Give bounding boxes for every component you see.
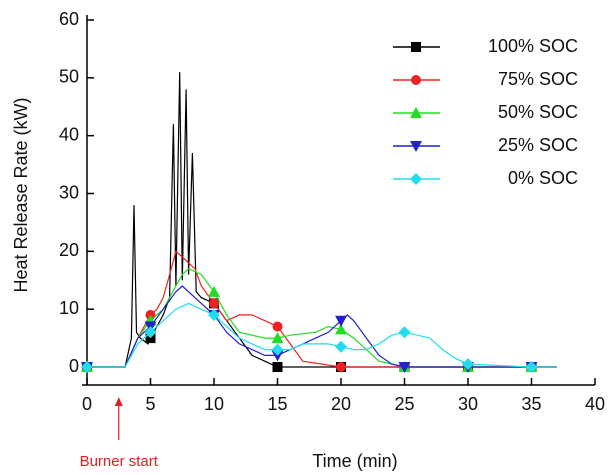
y-tick-label: 30 bbox=[59, 182, 79, 202]
x-tick-label: 15 bbox=[267, 394, 287, 414]
marker bbox=[462, 358, 474, 371]
series-line bbox=[87, 302, 557, 368]
x-tick-label: 25 bbox=[394, 394, 414, 414]
marker bbox=[335, 315, 347, 327]
marker bbox=[271, 350, 284, 362]
marker bbox=[272, 362, 283, 372]
marker bbox=[410, 107, 422, 118]
x-tick-label: 5 bbox=[145, 394, 155, 414]
legend-label: 75% SOC bbox=[498, 69, 578, 89]
marker bbox=[525, 361, 538, 373]
x-tick-label: 20 bbox=[331, 394, 351, 414]
marker bbox=[411, 42, 421, 52]
legend-label: 0% SOC bbox=[508, 168, 578, 188]
x-axis-title: Time (min) bbox=[312, 451, 397, 471]
y-axis-title: Heat Release Rate (kW) bbox=[11, 97, 31, 292]
marker bbox=[208, 308, 220, 321]
annotation-text: Burner start bbox=[80, 453, 159, 470]
series-line bbox=[87, 72, 557, 368]
marker bbox=[208, 285, 220, 297]
marker bbox=[398, 362, 411, 373]
marker bbox=[335, 340, 347, 353]
y-tick-label: 60 bbox=[59, 9, 79, 29]
x-tick-label: 35 bbox=[521, 394, 541, 414]
marker bbox=[272, 321, 283, 332]
x-tick-label: 0 bbox=[82, 394, 92, 414]
marker bbox=[398, 326, 411, 339]
marker bbox=[410, 173, 422, 185]
y-tick-label: 20 bbox=[59, 240, 79, 260]
legend-label: 100% SOC bbox=[488, 36, 578, 56]
series-line bbox=[87, 250, 557, 368]
marker bbox=[410, 141, 422, 152]
y-tick-label: 50 bbox=[59, 67, 79, 87]
legend-label: 50% SOC bbox=[498, 102, 578, 122]
legend-label: 25% SOC bbox=[498, 135, 578, 155]
marker bbox=[209, 298, 219, 309]
marker bbox=[336, 362, 346, 372]
marker bbox=[271, 343, 284, 356]
marker bbox=[411, 75, 421, 85]
y-tick-label: 40 bbox=[59, 124, 79, 144]
annotation-arrowhead bbox=[114, 397, 123, 406]
x-tick-label: 10 bbox=[204, 394, 224, 414]
marker bbox=[271, 332, 284, 344]
marker bbox=[335, 323, 347, 335]
x-tick-label: 30 bbox=[458, 394, 478, 414]
marker bbox=[144, 326, 157, 339]
y-tick-label: 0 bbox=[69, 356, 79, 376]
x-tick-label: 40 bbox=[585, 394, 605, 414]
y-tick-label: 10 bbox=[59, 298, 79, 318]
marker bbox=[81, 361, 93, 373]
